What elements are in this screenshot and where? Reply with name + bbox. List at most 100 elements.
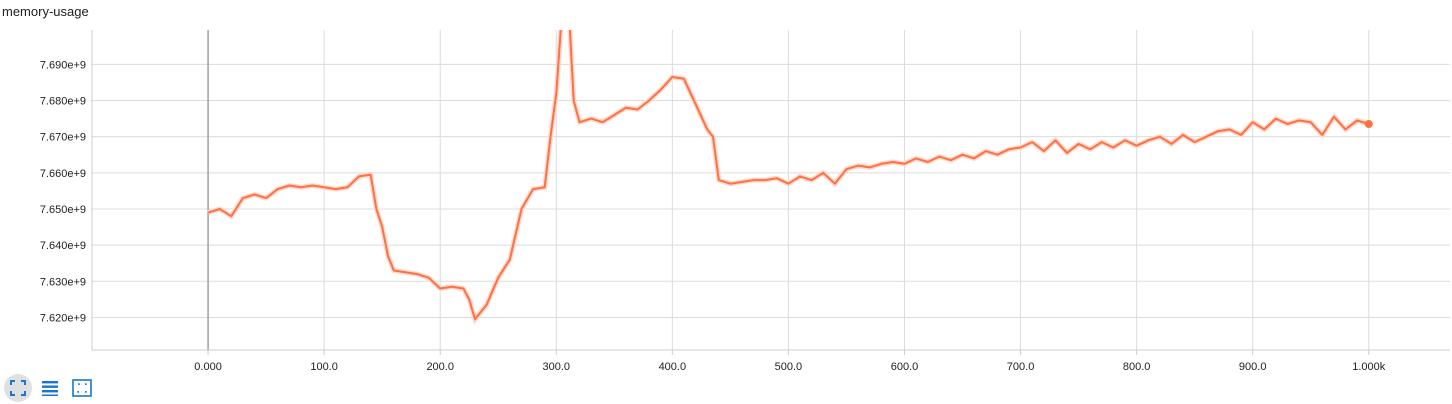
x-tick-label: 200.0 [426, 361, 454, 372]
y-tick-label: 7.640e+9 [40, 240, 86, 252]
data-point [1078, 143, 1080, 145]
x-tick-label: 100.0 [310, 361, 338, 372]
data-point [764, 179, 766, 181]
chart-tick-labels: 7.620e+9 7.630e+9 7.640e+9 7.650e+9 7.660e+9… [40, 59, 1386, 372]
data-point [1101, 141, 1103, 143]
series-line [207, 30, 1370, 321]
fullscreen-icon [10, 380, 26, 396]
data-point [1136, 145, 1138, 147]
data-point [335, 188, 337, 190]
fullscreen-button[interactable] [4, 374, 32, 402]
data-point [370, 174, 372, 176]
data-point [288, 184, 290, 186]
data-point [695, 103, 697, 105]
x-tick-label: 300.0 [543, 361, 571, 372]
y-tick-label: 7.620e+9 [40, 312, 86, 324]
data-point [962, 154, 964, 156]
data-point [428, 277, 430, 279]
data-point [950, 159, 952, 161]
data-point [915, 157, 917, 159]
y-tick-label: 7.630e+9 [40, 276, 86, 288]
data-point [1287, 123, 1289, 125]
chart-series [207, 9, 1373, 325]
data-point [892, 161, 894, 163]
data-point [602, 121, 604, 123]
data-point [1298, 119, 1300, 121]
data-point [207, 212, 209, 214]
data-point [880, 163, 882, 165]
data-point [1182, 134, 1184, 136]
data-point [439, 288, 441, 290]
data-point [520, 208, 522, 210]
data-point [729, 183, 731, 185]
data-point [561, 9, 563, 11]
data-point [1008, 148, 1010, 150]
fit-domain-button[interactable] [68, 374, 96, 402]
data-point [857, 165, 859, 167]
data-point [242, 197, 244, 199]
data-point [1310, 121, 1312, 123]
data-point [1020, 147, 1022, 149]
y-tick-label: 7.650e+9 [40, 204, 86, 216]
data-point [573, 100, 575, 102]
data-point [1275, 118, 1277, 120]
x-tick-label: 1.000k [1352, 361, 1386, 372]
data-point [468, 298, 470, 300]
data-point [578, 121, 580, 123]
data-point [706, 128, 708, 130]
data-point [544, 186, 546, 188]
data-point [1147, 139, 1149, 141]
data-point [660, 89, 662, 91]
data-point [938, 156, 940, 158]
data-point [393, 269, 395, 271]
data-point [1252, 121, 1254, 123]
x-tick-label: 600.0 [891, 361, 919, 372]
y-tick-label: 7.680e+9 [40, 96, 86, 108]
data-point [1124, 139, 1126, 141]
data-point [1054, 139, 1056, 141]
data-point [277, 188, 279, 190]
x-tick-label: 900.0 [1239, 361, 1267, 372]
data-point [1031, 141, 1033, 143]
data-point [1159, 136, 1161, 138]
data-point [497, 277, 499, 279]
data-point [753, 179, 755, 181]
data-point [358, 175, 360, 177]
data-point [973, 157, 975, 159]
line-chart[interactable]: 7.620e+9 7.630e+9 7.640e+9 7.650e+9 7.660e+9… [0, 0, 1452, 372]
data-point [996, 154, 998, 156]
data-point [1333, 116, 1335, 118]
data-point [822, 172, 824, 174]
data-point [509, 259, 511, 261]
data-point [927, 161, 929, 163]
data-point [1043, 150, 1045, 152]
data-point [683, 78, 685, 80]
data-point [787, 183, 789, 185]
data-point [1217, 130, 1219, 132]
data-point [532, 188, 534, 190]
data-point [375, 208, 377, 210]
data-point [985, 150, 987, 152]
x-tick-label: 800.0 [1123, 361, 1151, 372]
x-tick-label: 700.0 [1007, 361, 1035, 372]
data-point [613, 114, 615, 116]
data-point [903, 163, 905, 165]
log-scale-button[interactable] [36, 374, 64, 402]
data-point [1263, 128, 1265, 130]
data-point [776, 177, 778, 179]
x-tick-label: 0.000 [194, 361, 222, 372]
data-point [845, 168, 847, 170]
data-point [549, 136, 551, 138]
data-point [1089, 148, 1091, 150]
y-tick-label: 7.690e+9 [40, 59, 86, 71]
data-point [648, 100, 650, 102]
data-point [404, 271, 406, 273]
data-point [300, 186, 302, 188]
data-point [219, 208, 221, 210]
last-point-marker [1364, 120, 1373, 129]
data-point [799, 175, 801, 177]
data-point [1205, 136, 1207, 138]
chart-toolbar [4, 374, 96, 402]
data-point [474, 318, 476, 320]
fit-domain-icon [72, 379, 92, 397]
